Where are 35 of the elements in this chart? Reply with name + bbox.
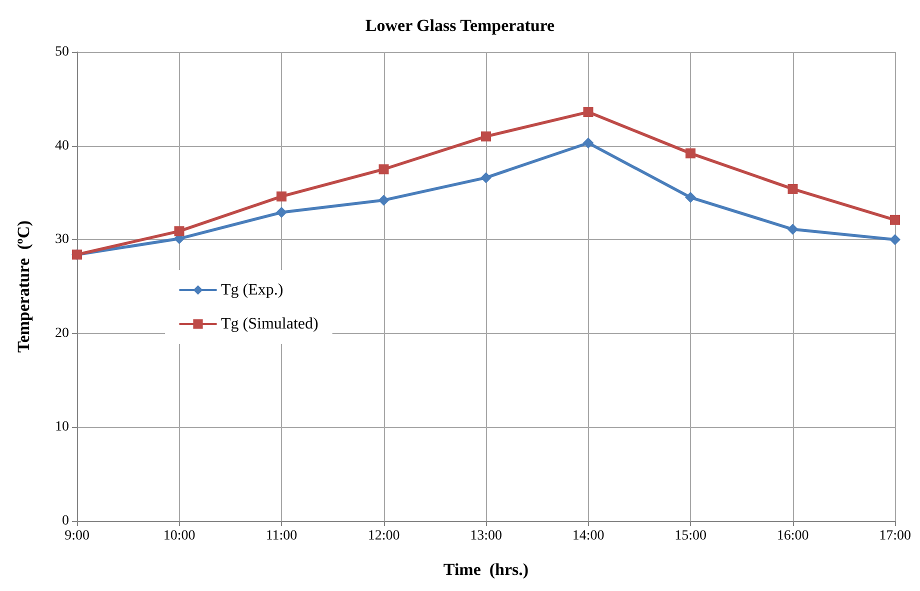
point (276, 191, 286, 202)
y-tick-label: 20 (55, 326, 69, 341)
x-tick-label: 15:00 (674, 528, 706, 544)
point (787, 224, 798, 235)
y-tick-label: 0 (62, 514, 69, 528)
point (481, 131, 491, 142)
x-tick-label: 16:00 (776, 528, 809, 544)
point (276, 206, 287, 218)
point (378, 194, 390, 206)
x-tick-label: 11:00 (266, 528, 298, 544)
point (685, 192, 696, 203)
x-tick-label: 10:00 (163, 528, 196, 544)
legend-label: Tg (Exp.) (221, 282, 284, 298)
point (890, 234, 900, 246)
x-tick-label: 17:00 (879, 528, 911, 544)
y-tick-label: 50 (55, 44, 69, 60)
y-tick-label: 40 (55, 138, 69, 154)
point (890, 214, 900, 225)
point (788, 184, 798, 194)
point (480, 172, 492, 184)
x-tick-label: 9:00 (64, 528, 90, 544)
y-axis-title: Temperature (ºC) (14, 220, 33, 353)
y-tick-label: 10 (55, 420, 69, 435)
point (378, 164, 389, 174)
point (582, 137, 594, 148)
x-tick-label: 13:00 (470, 528, 502, 544)
x-tick-label: 12:00 (368, 528, 400, 544)
x-tick-label: 14:00 (572, 528, 604, 544)
point (583, 107, 594, 118)
chart-title: Lower Glass Temperature (365, 16, 556, 35)
point (686, 148, 696, 158)
legend-label: Tg (Simulated) (221, 316, 318, 332)
y-tick-label: 30 (55, 232, 69, 248)
point (174, 226, 184, 236)
x-axis-title: Time (hrs.) (443, 560, 529, 579)
